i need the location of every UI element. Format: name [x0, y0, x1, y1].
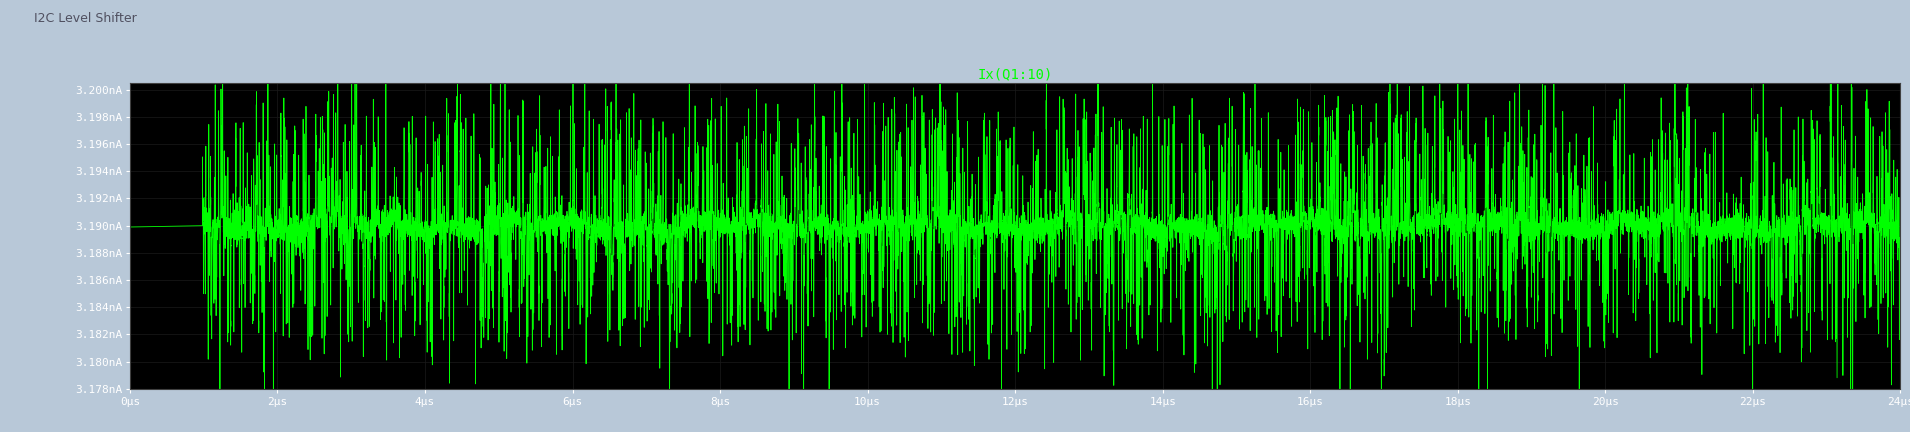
Title: Ix(Q1:10): Ix(Q1:10) [978, 68, 1052, 82]
Text: I2C Level Shifter: I2C Level Shifter [34, 12, 138, 25]
